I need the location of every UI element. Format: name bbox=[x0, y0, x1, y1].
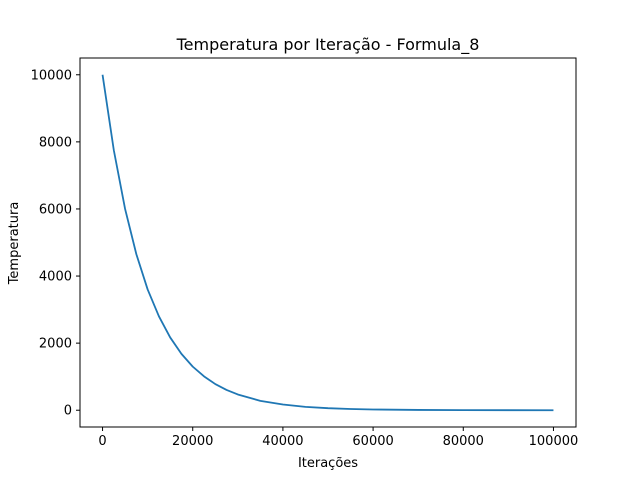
x-tick-label: 80000 bbox=[443, 434, 484, 449]
x-tick-label: 100000 bbox=[529, 434, 579, 449]
chart-title: Temperatura por Iteração - Formula_8 bbox=[176, 35, 480, 55]
plot-frame bbox=[79, 57, 577, 428]
x-tick-label: 0 bbox=[98, 434, 106, 449]
y-tick-label: 8000 bbox=[39, 135, 72, 150]
series-line bbox=[101, 74, 554, 412]
y-axis-label: Temperatura bbox=[7, 202, 22, 286]
y-tick-label: 0 bbox=[64, 404, 72, 419]
x-tick-label: 40000 bbox=[262, 434, 303, 449]
y-tick-label: 2000 bbox=[39, 337, 72, 352]
x-tick-label: 60000 bbox=[352, 434, 393, 449]
x-axis-label: Iterações bbox=[298, 456, 358, 471]
y-tick-label: 4000 bbox=[39, 270, 72, 285]
series-layer bbox=[101, 74, 554, 412]
x-tick-label: 20000 bbox=[172, 434, 213, 449]
y-tick-label: 6000 bbox=[39, 202, 72, 217]
y-tick-label: 10000 bbox=[31, 68, 72, 83]
ticks-layer: 0 20000 40000 60000 80000 100000 0 2000 4000 6000… bbox=[31, 68, 579, 449]
